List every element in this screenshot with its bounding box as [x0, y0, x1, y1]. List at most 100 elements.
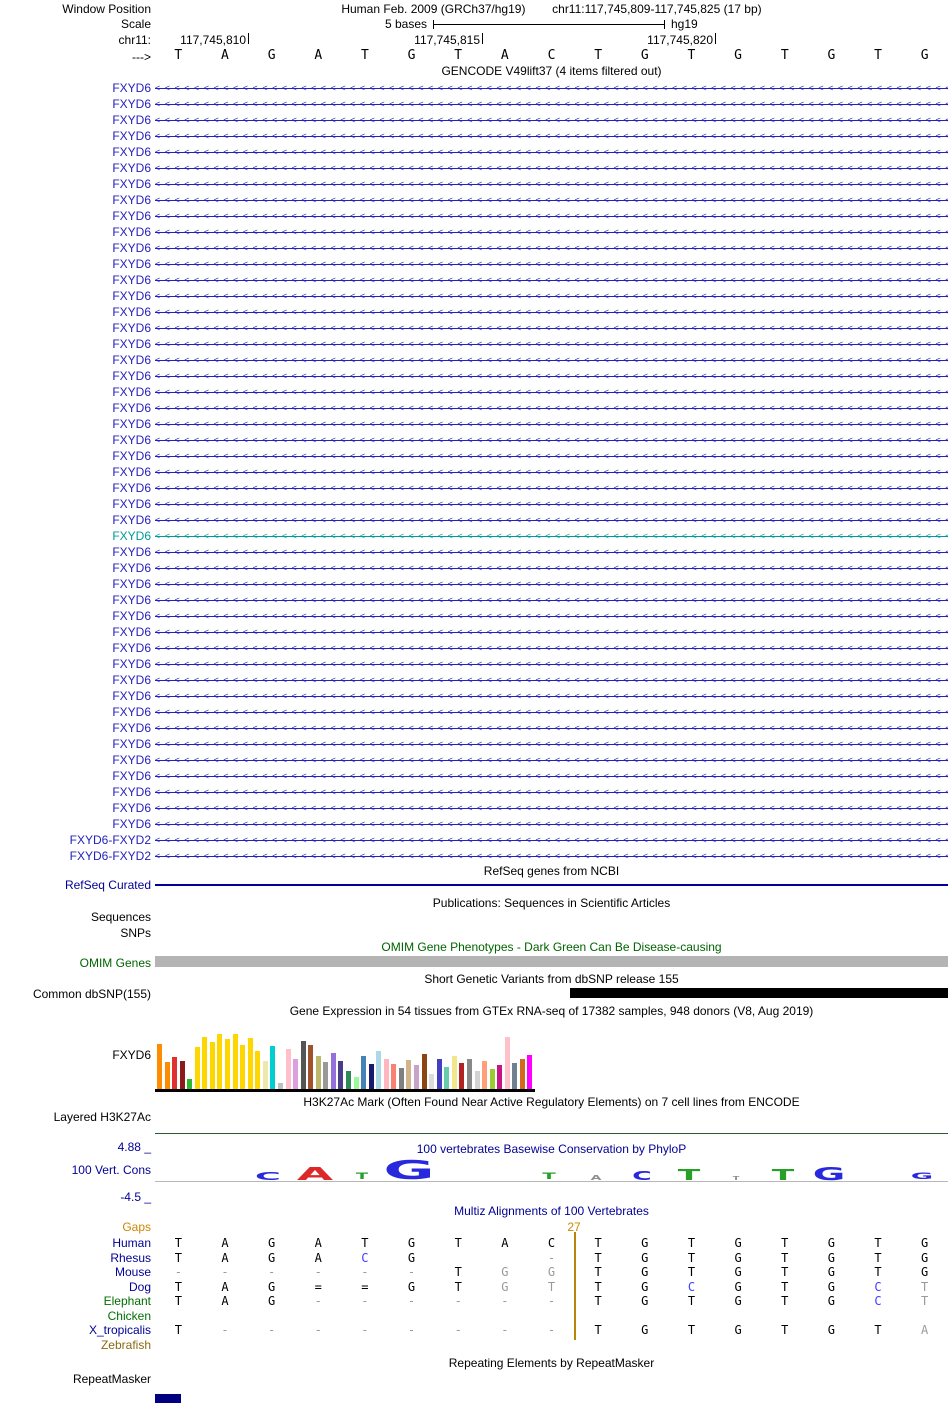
- species-label[interactable]: Elephant: [103, 1294, 151, 1308]
- gene-label[interactable]: FXYD6: [112, 369, 151, 383]
- gene-exon-line[interactable]: <<<<<<<<<<<<<<<<<<<<<<<<<<<<<<<<<<<<<<<<…: [155, 851, 948, 861]
- species-label[interactable]: Zebrafish: [100, 1337, 151, 1352]
- gene-label[interactable]: FXYD6: [112, 673, 151, 687]
- gene-exon-line[interactable]: <<<<<<<<<<<<<<<<<<<<<<<<<<<<<<<<<<<<<<<<…: [155, 547, 948, 557]
- gene-label[interactable]: FXYD6: [112, 321, 151, 335]
- gene-label[interactable]: FXYD6: [112, 241, 151, 255]
- multiz-track-title[interactable]: Multiz Alignments of 100 Vertebrates: [454, 1204, 649, 1218]
- gene-exon-line[interactable]: <<<<<<<<<<<<<<<<<<<<<<<<<<<<<<<<<<<<<<<<…: [155, 675, 948, 685]
- gene-exon-line[interactable]: <<<<<<<<<<<<<<<<<<<<<<<<<<<<<<<<<<<<<<<<…: [155, 99, 948, 109]
- gene-exon-line[interactable]: <<<<<<<<<<<<<<<<<<<<<<<<<<<<<<<<<<<<<<<<…: [155, 131, 948, 141]
- gene-exon-line[interactable]: <<<<<<<<<<<<<<<<<<<<<<<<<<<<<<<<<<<<<<<<…: [155, 499, 948, 509]
- gene-label[interactable]: FXYD6: [112, 273, 151, 287]
- gene-label[interactable]: FXYD6: [112, 81, 151, 95]
- gene-exon-line[interactable]: <<<<<<<<<<<<<<<<<<<<<<<<<<<<<<<<<<<<<<<<…: [155, 275, 948, 285]
- repeatmasker-track-title[interactable]: Repeating Elements by RepeatMasker: [448, 1356, 655, 1370]
- gene-exon-line[interactable]: <<<<<<<<<<<<<<<<<<<<<<<<<<<<<<<<<<<<<<<<…: [155, 115, 948, 125]
- gene-label[interactable]: FXYD6: [112, 289, 151, 303]
- gene-exon-line[interactable]: <<<<<<<<<<<<<<<<<<<<<<<<<<<<<<<<<<<<<<<<…: [155, 355, 948, 365]
- gene-label[interactable]: FXYD6: [112, 161, 151, 175]
- gene-exon-line[interactable]: <<<<<<<<<<<<<<<<<<<<<<<<<<<<<<<<<<<<<<<<…: [155, 771, 948, 781]
- gene-label[interactable]: FXYD6: [112, 497, 151, 511]
- gene-label[interactable]: FXYD6: [112, 449, 151, 463]
- gene-exon-line[interactable]: <<<<<<<<<<<<<<<<<<<<<<<<<<<<<<<<<<<<<<<<…: [155, 227, 948, 237]
- gene-exon-line[interactable]: <<<<<<<<<<<<<<<<<<<<<<<<<<<<<<<<<<<<<<<<…: [155, 739, 948, 749]
- dbsnp-label[interactable]: Common dbSNP(155): [32, 987, 151, 1001]
- gene-exon-line[interactable]: <<<<<<<<<<<<<<<<<<<<<<<<<<<<<<<<<<<<<<<<…: [155, 339, 948, 349]
- gene-label[interactable]: FXYD6: [112, 209, 151, 223]
- publications-sequences-label[interactable]: Sequences: [90, 910, 151, 924]
- omim-gene-bar[interactable]: [155, 956, 948, 967]
- gene-exon-line[interactable]: <<<<<<<<<<<<<<<<<<<<<<<<<<<<<<<<<<<<<<<<…: [155, 691, 948, 701]
- gene-exon-line[interactable]: <<<<<<<<<<<<<<<<<<<<<<<<<<<<<<<<<<<<<<<<…: [155, 643, 948, 653]
- gene-label[interactable]: FXYD6: [112, 529, 151, 543]
- gene-exon-line[interactable]: <<<<<<<<<<<<<<<<<<<<<<<<<<<<<<<<<<<<<<<<…: [155, 835, 948, 845]
- gene-exon-line[interactable]: <<<<<<<<<<<<<<<<<<<<<<<<<<<<<<<<<<<<<<<<…: [155, 387, 948, 397]
- gene-exon-line[interactable]: <<<<<<<<<<<<<<<<<<<<<<<<<<<<<<<<<<<<<<<<…: [155, 195, 948, 205]
- gene-label[interactable]: FXYD6: [112, 801, 151, 815]
- gene-exon-line[interactable]: <<<<<<<<<<<<<<<<<<<<<<<<<<<<<<<<<<<<<<<<…: [155, 243, 948, 253]
- h3k27ac-track-title[interactable]: H3K27Ac Mark (Often Found Near Active Re…: [303, 1095, 800, 1109]
- gene-label[interactable]: FXYD6: [112, 257, 151, 271]
- gene-exon-line[interactable]: <<<<<<<<<<<<<<<<<<<<<<<<<<<<<<<<<<<<<<<<…: [155, 419, 948, 429]
- species-label[interactable]: Dog: [128, 1279, 151, 1294]
- omim-track-title[interactable]: OMIM Gene Phenotypes - Dark Green Can Be…: [381, 940, 722, 954]
- gene-label[interactable]: FXYD6: [112, 609, 151, 623]
- gene-exon-line[interactable]: <<<<<<<<<<<<<<<<<<<<<<<<<<<<<<<<<<<<<<<<…: [155, 323, 948, 333]
- gene-label[interactable]: FXYD6: [112, 177, 151, 191]
- multiz-gaps-label[interactable]: Gaps: [122, 1220, 151, 1234]
- gene-label[interactable]: FXYD6: [112, 481, 151, 495]
- repeat-element-bar[interactable]: [155, 1394, 181, 1403]
- gene-label[interactable]: FXYD6: [112, 513, 151, 527]
- gene-label[interactable]: FXYD6: [112, 465, 151, 479]
- gene-exon-line[interactable]: <<<<<<<<<<<<<<<<<<<<<<<<<<<<<<<<<<<<<<<<…: [155, 787, 948, 797]
- gtex-gene-label[interactable]: FXYD6: [112, 1048, 151, 1062]
- gene-exon-line[interactable]: <<<<<<<<<<<<<<<<<<<<<<<<<<<<<<<<<<<<<<<<…: [155, 163, 948, 173]
- gene-label[interactable]: FXYD6: [112, 785, 151, 799]
- gene-exon-line[interactable]: <<<<<<<<<<<<<<<<<<<<<<<<<<<<<<<<<<<<<<<<…: [155, 467, 948, 477]
- omim-genes-label[interactable]: OMIM Genes: [79, 956, 151, 970]
- gene-label[interactable]: FXYD6: [112, 225, 151, 239]
- gene-exon-line[interactable]: <<<<<<<<<<<<<<<<<<<<<<<<<<<<<<<<<<<<<<<<…: [155, 579, 948, 589]
- gene-label[interactable]: FXYD6: [112, 385, 151, 399]
- gene-exon-line[interactable]: <<<<<<<<<<<<<<<<<<<<<<<<<<<<<<<<<<<<<<<<…: [155, 595, 948, 605]
- chrom-label[interactable]: chr11:: [118, 33, 151, 47]
- gene-exon-line[interactable]: <<<<<<<<<<<<<<<<<<<<<<<<<<<<<<<<<<<<<<<<…: [155, 563, 948, 573]
- gene-exon-line[interactable]: <<<<<<<<<<<<<<<<<<<<<<<<<<<<<<<<<<<<<<<<…: [155, 803, 948, 813]
- gene-exon-line[interactable]: <<<<<<<<<<<<<<<<<<<<<<<<<<<<<<<<<<<<<<<<…: [155, 755, 948, 765]
- gene-exon-line[interactable]: <<<<<<<<<<<<<<<<<<<<<<<<<<<<<<<<<<<<<<<<…: [155, 435, 948, 445]
- gene-exon-line[interactable]: <<<<<<<<<<<<<<<<<<<<<<<<<<<<<<<<<<<<<<<<…: [155, 147, 948, 157]
- publications-track-title[interactable]: Publications: Sequences in Scientific Ar…: [432, 896, 671, 910]
- gene-exon-line[interactable]: <<<<<<<<<<<<<<<<<<<<<<<<<<<<<<<<<<<<<<<<…: [155, 83, 948, 93]
- gene-label[interactable]: FXYD6: [112, 561, 151, 575]
- gene-exon-line[interactable]: <<<<<<<<<<<<<<<<<<<<<<<<<<<<<<<<<<<<<<<<…: [155, 451, 948, 461]
- gene-label[interactable]: FXYD6: [112, 641, 151, 655]
- gene-label[interactable]: FXYD6-FXYD2: [69, 833, 151, 847]
- gene-label[interactable]: FXYD6: [112, 129, 151, 143]
- gene-label[interactable]: FXYD6: [112, 625, 151, 639]
- gene-exon-line[interactable]: <<<<<<<<<<<<<<<<<<<<<<<<<<<<<<<<<<<<<<<<…: [155, 483, 948, 493]
- gene-label[interactable]: FXYD6: [112, 337, 151, 351]
- gene-exon-line[interactable]: <<<<<<<<<<<<<<<<<<<<<<<<<<<<<<<<<<<<<<<<…: [155, 307, 948, 317]
- species-label[interactable]: X_tropicalis: [88, 1323, 151, 1337]
- gene-label[interactable]: FXYD6: [112, 657, 151, 671]
- gene-exon-line[interactable]: <<<<<<<<<<<<<<<<<<<<<<<<<<<<<<<<<<<<<<<<…: [155, 723, 948, 733]
- gene-label[interactable]: FXYD6: [112, 577, 151, 591]
- gene-exon-line[interactable]: <<<<<<<<<<<<<<<<<<<<<<<<<<<<<<<<<<<<<<<<…: [155, 291, 948, 301]
- gene-exon-line[interactable]: <<<<<<<<<<<<<<<<<<<<<<<<<<<<<<<<<<<<<<<<…: [155, 371, 948, 381]
- gene-label[interactable]: FXYD6: [112, 689, 151, 703]
- gene-label[interactable]: FXYD6: [112, 193, 151, 207]
- gene-label[interactable]: FXYD6: [112, 545, 151, 559]
- gene-label[interactable]: FXYD6: [112, 417, 151, 431]
- gene-exon-line[interactable]: <<<<<<<<<<<<<<<<<<<<<<<<<<<<<<<<<<<<<<<<…: [155, 707, 948, 717]
- refseq-track-title[interactable]: RefSeq genes from NCBI: [483, 864, 620, 878]
- h3k27ac-label[interactable]: Layered H3K27Ac: [53, 1110, 151, 1124]
- gene-exon-line[interactable]: <<<<<<<<<<<<<<<<<<<<<<<<<<<<<<<<<<<<<<<<…: [155, 259, 948, 269]
- dbsnp-variant-bar[interactable]: [570, 988, 948, 998]
- gene-label[interactable]: FXYD6: [112, 705, 151, 719]
- phylop-label[interactable]: 100 Vert. Cons: [71, 1163, 151, 1177]
- gene-label[interactable]: FXYD6: [112, 353, 151, 367]
- gene-label[interactable]: FXYD6: [112, 753, 151, 767]
- gene-label[interactable]: FXYD6-FXYD2: [69, 849, 151, 863]
- refseq-curated-label[interactable]: RefSeq Curated: [64, 878, 151, 892]
